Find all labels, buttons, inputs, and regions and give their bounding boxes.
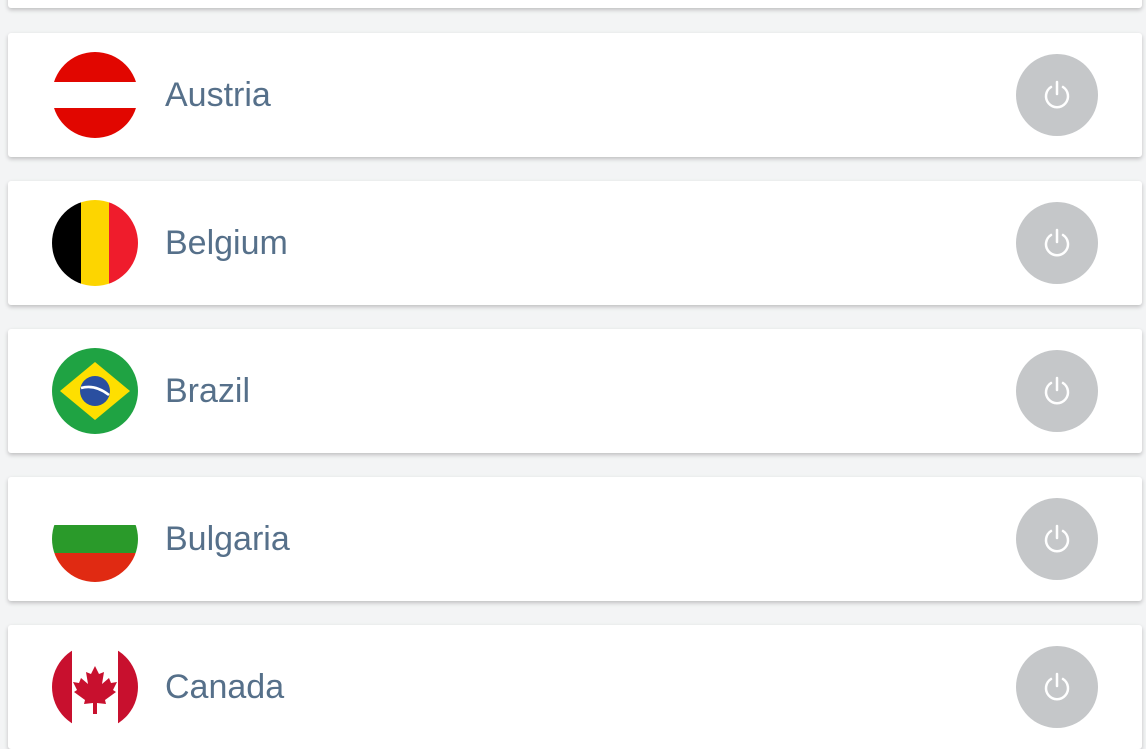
power-icon [1044,672,1070,701]
power-icon [1044,80,1070,109]
country-row-belgium[interactable]: Belgium [8,181,1142,305]
country-name: Bulgaria [165,520,290,558]
power-icon [1044,228,1070,257]
power-icon [1044,376,1070,405]
bulgaria-flag-icon [52,496,138,582]
country-row-bulgaria[interactable]: Bulgaria [8,477,1142,601]
connect-button[interactable] [1016,498,1098,580]
country-name: Austria [165,76,271,114]
austria-flag-icon [52,52,138,138]
brazil-flag-icon [52,348,138,434]
canada-flag-icon [52,644,138,730]
country-row-canada[interactable]: Canada [8,625,1142,749]
country-row-austria[interactable]: Austria [8,33,1142,157]
connect-button[interactable] [1016,646,1098,728]
country-name: Belgium [165,224,288,262]
country-name: Canada [165,668,285,706]
country-row-partial[interactable] [8,0,1142,8]
connect-button[interactable] [1016,350,1098,432]
connect-button[interactable] [1016,202,1098,284]
belgium-flag-icon [52,200,138,286]
connect-button[interactable] [1016,54,1098,136]
country-name: Brazil [165,372,251,410]
country-row-brazil[interactable]: Brazil [8,329,1142,453]
power-icon [1044,524,1070,553]
